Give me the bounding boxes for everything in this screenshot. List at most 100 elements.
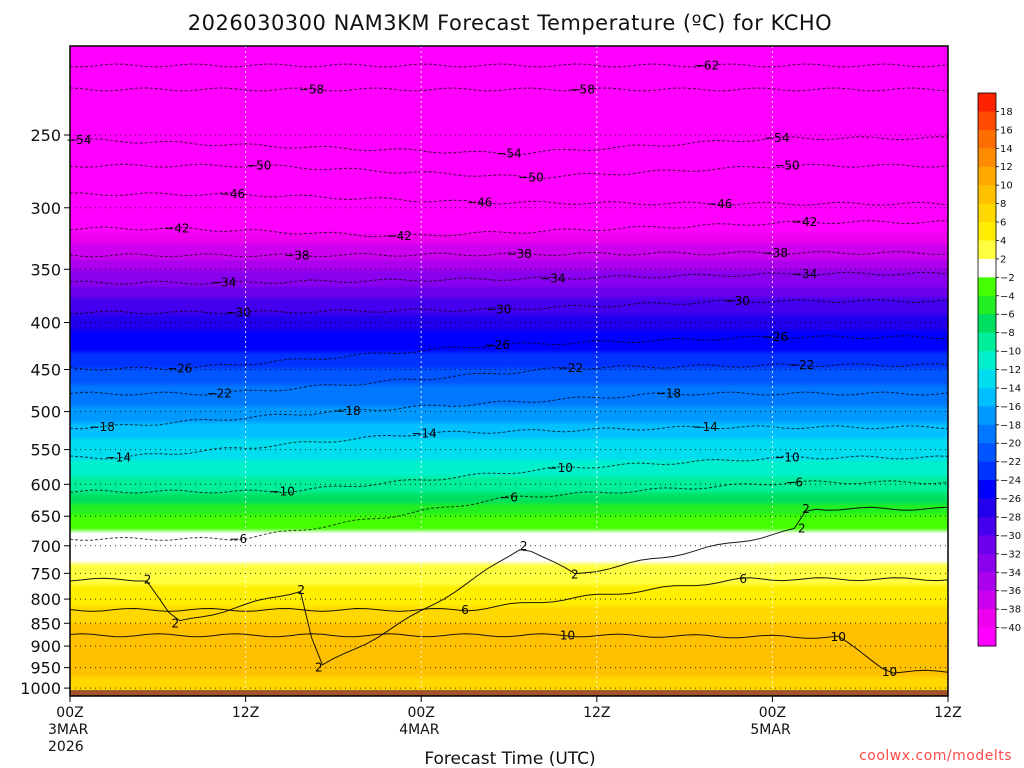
contour-label-text: −34 bbox=[792, 267, 817, 281]
contour-label-text: −50 bbox=[246, 159, 271, 173]
colorbar-label: −30 bbox=[1000, 531, 1021, 542]
x-tick-label: 00Z bbox=[56, 705, 83, 721]
contour-line bbox=[70, 251, 948, 258]
colorbar-swatch bbox=[978, 627, 996, 647]
contour-label-text: 10 bbox=[882, 665, 897, 679]
contour-label-text: 2 bbox=[571, 567, 579, 581]
contour-label-text: −50 bbox=[774, 159, 799, 173]
x-tick-date: 4MAR bbox=[399, 722, 440, 738]
contour-label: 2 bbox=[144, 573, 152, 587]
colorbar-swatch bbox=[978, 498, 996, 518]
contour-line bbox=[70, 577, 948, 612]
colorbar-legend: 18 16 14 12 10 8 6 4 2 −2 −4 −6 −8 −10 −12 −14 −16 −18 −20… bbox=[977, 92, 1021, 647]
contour-label: −30 bbox=[226, 305, 251, 319]
contour-label: 2 bbox=[315, 661, 323, 675]
colorbar-label: 12 bbox=[1000, 162, 1013, 173]
contour-label: −34 bbox=[540, 271, 565, 285]
contour-label-text: −30 bbox=[486, 302, 511, 316]
contour-label-text: 2 bbox=[315, 661, 323, 675]
contour-label: −30 bbox=[486, 302, 511, 316]
contour-label-text: −34 bbox=[211, 276, 236, 290]
contour-label-text: −26 bbox=[167, 362, 192, 376]
y-tick-label: 750 bbox=[30, 564, 61, 583]
colorbar-label: 18 bbox=[1000, 107, 1013, 118]
contour-label-text: −6 bbox=[785, 475, 803, 489]
contour-label: −54 bbox=[764, 131, 789, 145]
contour-label-text: −46 bbox=[220, 187, 245, 201]
contour-label-text: −46 bbox=[467, 195, 492, 209]
contour-label: −34 bbox=[211, 276, 236, 290]
contour-label: −30 bbox=[725, 294, 750, 308]
contour-labels: −54−58 −58−62−54−54−50−50−50−46−46 −46−42−… bbox=[66, 58, 897, 678]
colorbar-swatch bbox=[978, 553, 996, 573]
x-tick-label: 12Z bbox=[934, 705, 961, 721]
contour-label: −14 bbox=[692, 420, 717, 434]
contour-label: −10 bbox=[270, 485, 295, 499]
contour-label: 10 bbox=[560, 628, 575, 642]
contour-label: 6 bbox=[739, 572, 747, 586]
colorbar-label: −28 bbox=[1000, 512, 1021, 523]
x-tick-date: 3MAR bbox=[48, 722, 89, 738]
temperature-field bbox=[70, 46, 948, 696]
contour-label-text: 2 bbox=[172, 616, 180, 630]
contour-label: −50 bbox=[774, 159, 799, 173]
contour-label: 2 bbox=[802, 502, 810, 516]
colorbar-label: −12 bbox=[1000, 365, 1021, 376]
colorbar-swatch bbox=[978, 332, 996, 352]
colorbar-label: −24 bbox=[1000, 476, 1021, 487]
grid-lines bbox=[70, 46, 948, 696]
colorbar-swatch bbox=[978, 222, 996, 241]
contour-label-text: −10 bbox=[774, 450, 799, 464]
contour-label: −18 bbox=[656, 387, 681, 401]
contour-label-text: −18 bbox=[90, 420, 115, 434]
contour-line bbox=[70, 136, 948, 156]
colorbar-swatch bbox=[978, 516, 996, 536]
contour-line bbox=[70, 455, 948, 494]
contour-line bbox=[70, 87, 948, 92]
contour-label: 2 bbox=[297, 583, 305, 597]
colorbar-swatch bbox=[978, 535, 996, 555]
contour-label-text: 10 bbox=[560, 628, 575, 642]
contour-label: 10 bbox=[831, 630, 846, 644]
colorbar-swatch bbox=[978, 406, 996, 426]
colorbar-label: −2 bbox=[1000, 273, 1015, 284]
colorbar-label: 6 bbox=[1000, 218, 1006, 229]
contour-label: −42 bbox=[164, 221, 189, 235]
colorbar-label: −10 bbox=[1000, 347, 1021, 358]
colorbar-label: 16 bbox=[1000, 125, 1013, 136]
contour-label: −38 bbox=[763, 246, 788, 260]
contour-label: −10 bbox=[774, 450, 799, 464]
contour-label-text: 2 bbox=[520, 539, 528, 553]
y-tick-label: 400 bbox=[30, 314, 61, 333]
contour-label-text: −58 bbox=[570, 82, 595, 96]
contour-label-text: −26 bbox=[485, 338, 510, 352]
x-tick-label: 12Z bbox=[583, 705, 610, 721]
contour-label-text: −50 bbox=[518, 170, 543, 184]
colorbar-swatch bbox=[978, 387, 996, 407]
plot-area: −54−58 −58−62−54−54−50−50−50−46−46 −46−42−… bbox=[66, 45, 949, 697]
contour-label: −50 bbox=[246, 159, 271, 173]
colorbar-label: −22 bbox=[1000, 457, 1021, 468]
colorbar-label: −26 bbox=[1000, 494, 1021, 505]
contour-label: −42 bbox=[792, 215, 817, 229]
colorbar-label: 4 bbox=[1000, 236, 1006, 247]
contour-label-text: −38 bbox=[763, 246, 788, 260]
contour-label-text: −10 bbox=[270, 485, 295, 499]
contour-label: −46 bbox=[707, 197, 732, 211]
contour-line bbox=[70, 335, 948, 371]
colorbar-swatch bbox=[978, 240, 996, 260]
contour-label-text: −18 bbox=[656, 387, 681, 401]
x-tick-label: 12Z bbox=[232, 705, 259, 721]
colorbar-swatch bbox=[978, 258, 996, 278]
contour-label: −6 bbox=[785, 475, 803, 489]
colorbar-swatch bbox=[978, 609, 996, 629]
contour-label-text: −62 bbox=[694, 58, 719, 72]
colorbar-label: −20 bbox=[1000, 439, 1021, 450]
contour-line bbox=[70, 480, 948, 541]
contour-line bbox=[70, 425, 948, 460]
y-tick-label: 450 bbox=[30, 361, 61, 380]
contour-label-text: −38 bbox=[507, 247, 532, 261]
colorbar-swatch bbox=[978, 424, 996, 444]
